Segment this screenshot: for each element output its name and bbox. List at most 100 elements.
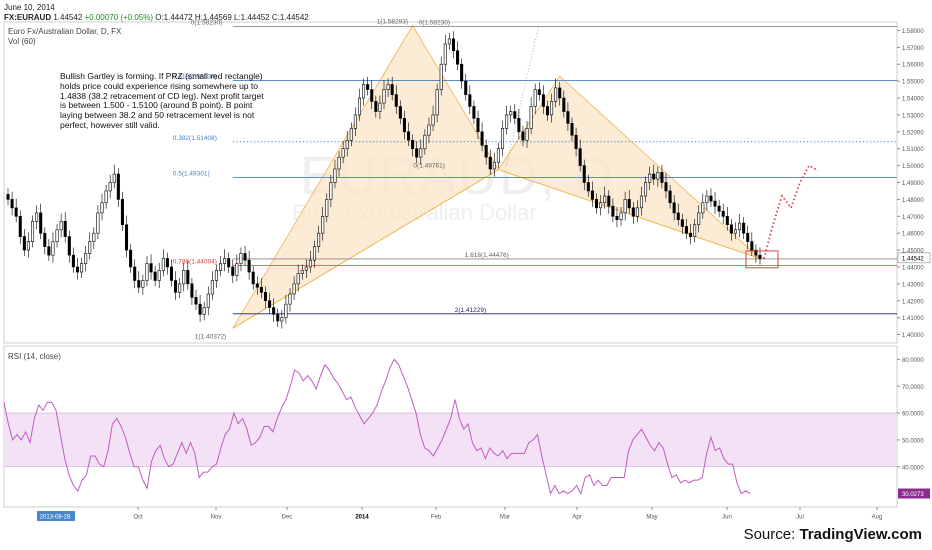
candle-body	[129, 249, 133, 268]
candle-body	[415, 148, 419, 158]
candle-body	[570, 123, 574, 136]
rsi-tick-label: 60.0000	[902, 412, 924, 418]
price-candle	[701, 193, 705, 219]
candle-body	[644, 182, 648, 197]
last-price-label: 1.44542	[902, 256, 924, 262]
candle-body	[525, 128, 529, 141]
candle-body	[717, 205, 721, 212]
candle-body	[304, 266, 308, 271]
price-candle	[460, 58, 464, 89]
price-candle	[631, 201, 635, 224]
price-tick-label: 1.56000	[902, 63, 924, 69]
price-tick-label: 1.41000	[902, 316, 924, 322]
price-candle	[235, 254, 239, 282]
price-candle	[684, 218, 688, 240]
candle-body	[738, 222, 742, 231]
price-candle	[284, 294, 288, 324]
rsi-last-box	[898, 488, 930, 499]
candle-body	[100, 202, 104, 214]
price-candle	[635, 200, 639, 223]
price-candle	[124, 215, 129, 258]
price-candle	[558, 81, 562, 106]
candle-body	[341, 148, 345, 158]
high-value: H:1.44569	[194, 13, 232, 22]
time-tick-label: Oct	[133, 515, 143, 521]
candle-body	[357, 97, 362, 116]
candle-body	[71, 254, 75, 268]
candle-body	[435, 89, 439, 116]
price-candle	[468, 85, 472, 115]
candle-body	[439, 63, 443, 90]
candle-body	[6, 194, 10, 200]
candle-body	[96, 212, 100, 234]
price-candle	[378, 95, 382, 120]
candle-body	[161, 258, 165, 271]
candle-body	[235, 263, 239, 276]
candle-body	[611, 205, 615, 217]
candle-body	[688, 232, 693, 237]
price-candle	[500, 120, 505, 157]
price-candle	[239, 247, 243, 272]
price-candle	[496, 142, 500, 169]
candle-body	[742, 222, 746, 234]
candle-body	[680, 219, 684, 227]
candle-body	[43, 232, 47, 247]
fib-level-label: 1(1.58293)	[377, 18, 408, 25]
candle-body	[174, 280, 178, 293]
analysis-note: Bullish Gartley is forming. If PRZ (smal…	[60, 71, 264, 130]
price-candle	[39, 203, 43, 240]
candle-body	[488, 156, 492, 170]
price-candle	[6, 188, 10, 206]
price-candle	[30, 215, 35, 248]
price-candle	[758, 247, 762, 265]
price-candle	[746, 225, 750, 250]
fib-level-label: 2(1.41229)	[455, 307, 486, 314]
candle-body	[92, 232, 96, 242]
last-price-box	[897, 252, 931, 264]
candle-body	[406, 131, 411, 141]
candle-body	[153, 271, 157, 281]
chart-area[interactable]: 1.58000 1.57000 1.56000 1.55000 1.54000 1.530…	[0, 0, 932, 525]
rsi-label: RSI (14, close)	[8, 352, 61, 361]
price-candle	[439, 56, 443, 96]
candle-body	[247, 259, 251, 273]
candle-body	[67, 236, 71, 256]
price-candle	[329, 174, 333, 207]
candle-body	[562, 97, 566, 112]
price-candle	[129, 244, 133, 273]
candle-body	[615, 215, 619, 220]
candle-body	[35, 212, 39, 222]
candle-body	[533, 89, 537, 107]
candle-body	[88, 241, 92, 254]
candle-body	[300, 270, 304, 275]
candle-body	[186, 270, 190, 285]
price-candle	[251, 266, 255, 290]
price-candle	[308, 250, 312, 273]
projection-path	[763, 164, 819, 259]
candle-body	[721, 210, 725, 217]
candle-body	[370, 89, 374, 102]
price-tick-label: 1.58000	[902, 29, 924, 35]
candle-body	[272, 307, 276, 315]
candle-body	[353, 114, 357, 129]
candle-body	[574, 134, 578, 150]
candle-body	[513, 111, 517, 119]
price-candle	[668, 185, 672, 209]
candle-body	[578, 148, 582, 166]
candle-body	[386, 84, 390, 90]
price-candle	[693, 218, 697, 243]
fib-level-label: 0(1.49761)	[413, 163, 444, 170]
price-candle	[725, 206, 729, 231]
price-candle	[317, 225, 321, 253]
rsi-band	[4, 413, 897, 467]
price-candle	[165, 252, 169, 275]
candle-body	[378, 102, 382, 112]
price-candle	[312, 240, 317, 268]
price-candle	[611, 198, 615, 223]
candle-body	[660, 172, 664, 183]
price-candle	[713, 191, 717, 214]
candle-body	[362, 84, 366, 99]
price-candle	[688, 223, 693, 245]
price-candle	[574, 127, 578, 157]
price-candle	[190, 277, 194, 305]
